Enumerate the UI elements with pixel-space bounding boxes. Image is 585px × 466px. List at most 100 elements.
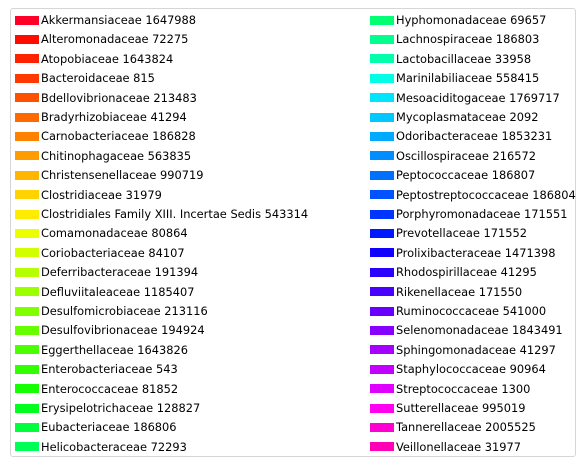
legend-entry: Rikenellaceae 171550 [370,283,522,301]
legend-label: Enterobacteriaceae 543 [41,362,178,377]
legend-entry: Enterobacteriaceae 543 [15,360,178,378]
legend-label: Staphylococcaceae 90964 [396,362,546,377]
legend-entry: Oscillospiraceae 216572 [370,147,536,165]
legend-swatch [15,345,39,355]
legend-label: Mesoaciditogaceae 1769717 [396,90,560,105]
legend-entry: Akkermansiaceae 1647988 [15,11,196,29]
legend-entry: Deferribacteraceae 191394 [15,263,198,281]
legend-entry: Coriobacteriaceae 84107 [15,244,185,262]
legend-entry: Lactobacillaceae 33958 [370,50,531,68]
legend-label: Akkermansiaceae 1647988 [41,13,197,27]
legend-entry: Streptococcaceae 1300 [370,380,530,398]
legend-swatch [370,306,394,316]
legend-swatch [370,442,394,452]
legend-label: Porphyromonadaceae 171551 [396,207,568,221]
legend-swatch [370,248,394,258]
legend-label: Rhodospirillaceae 41295 [396,265,537,280]
legend-label: Comamonadaceae 80864 [41,226,188,241]
legend-swatch [15,170,39,180]
legend-entry: Erysipelotrichaceae 128827 [15,399,200,417]
legend-swatch [370,73,394,83]
legend-label: Lachnospiraceae 186803 [396,32,540,47]
legend-entry: Defluviitaleaceae 1185407 [15,283,194,301]
legend-entry: Ruminococcaceae 541000 [370,302,546,320]
legend-entry: Atopobiaceae 1643824 [15,50,173,68]
legend-swatch [15,287,39,297]
legend-entry: Veillonellaceae 31977 [370,438,521,456]
legend-entry: Hyphomonadaceae 69657 [370,11,546,29]
legend-swatch [15,267,39,277]
legend-label: Hyphomonadaceae 69657 [396,13,547,27]
legend-swatch [15,54,39,64]
legend-label: Prolixibacteraceae 1471398 [396,245,556,260]
legend-entry: Mycoplasmataceae 2092 [370,108,539,126]
legend-swatch [370,209,394,219]
legend-entry: Odoribacteraceae 1853231 [370,127,552,145]
legend-label: Helicobacteraceae 72293 [41,439,187,454]
legend-label: Bradyrhizobiaceae 41294 [41,110,187,124]
legend-label: Eggerthellaceae 1643826 [41,342,188,357]
legend-label: Rikenellaceae 171550 [396,284,523,299]
legend-label: Oscillospiraceae 216572 [396,148,536,163]
legend-swatch [15,364,39,374]
legend-entry: Marinilabiliaceae 558415 [370,69,539,87]
legend-label: Ruminococcaceae 541000 [396,304,547,318]
legend-swatch [370,151,394,161]
legend-entry: Alteromonadaceae 72275 [15,30,188,48]
legend-swatch [15,190,39,200]
legend-label: Sutterellaceae 995019 [396,401,526,415]
legend-swatch [15,403,39,413]
legend-entry: Helicobacteraceae 72293 [15,438,187,456]
legend-entry: Prevotellaceae 171552 [370,224,527,242]
legend-label: Deferribacteraceae 191394 [41,265,199,280]
legend-entry: Clostridiaceae 31979 [15,186,162,204]
legend-label: Alteromonadaceae 72275 [41,32,189,47]
legend-swatch [15,151,39,161]
legend-swatch [15,112,39,122]
legend-swatch [370,15,394,25]
legend-swatch [370,54,394,64]
legend-entry: Lachnospiraceae 186803 [370,30,539,48]
legend-label: Eubacteriaceae 186806 [41,420,177,435]
legend-label: Atopobiaceae 1643824 [41,51,174,66]
legend-label: Mycoplasmataceae 2092 [396,110,539,124]
legend-swatch [370,287,394,297]
legend-swatch [15,15,39,25]
legend-label: Prevotellaceae 171552 [396,226,527,241]
legend-entry: Peptostreptococcaceae 186804 [370,186,576,204]
legend-entry: Sutterellaceae 995019 [370,399,526,417]
legend-swatch [370,325,394,335]
legend-entry: Desulfomicrobiaceae 213116 [15,302,208,320]
legend-swatch [15,209,39,219]
legend: Akkermansiaceae 1647988 Alteromonadaceae … [10,8,576,457]
legend-label: Peptococcaceae 186807 [396,168,536,183]
legend-label: Desulfomicrobiaceae 213116 [41,304,208,318]
legend-swatch [15,34,39,44]
legend-swatch [15,422,39,432]
legend-entry: Mesoaciditogaceae 1769717 [370,89,560,107]
legend-swatch [15,248,39,258]
legend-label: Desulfovibrionaceae 194924 [41,323,205,338]
legend-swatch [15,228,39,238]
legend-label: Defluviitaleaceae 1185407 [41,284,195,299]
legend-swatch [15,306,39,316]
legend-swatch [370,34,394,44]
legend-swatch [370,190,394,200]
legend-label: Bacteroidaceae 815 [41,71,155,86]
legend-entry: Peptococcaceae 186807 [370,166,535,184]
legend-entry: Rhodospirillaceae 41295 [370,263,537,281]
legend-label: Bdellovibrionaceae 213483 [41,90,197,105]
legend-label: Carnobacteriaceae 186828 [41,129,196,144]
legend-label: Odoribacteraceae 1853231 [396,129,553,144]
legend-label: Veillonellaceae 31977 [396,439,522,454]
legend-label: Tannerellaceae 2005525 [396,420,536,435]
legend-swatch [370,228,394,238]
legend-swatch [15,73,39,83]
legend-label: Enterococcaceae 81852 [41,381,179,396]
legend-entry: Selenomonadaceae 1843491 [370,321,563,339]
legend-swatch [370,93,394,103]
legend-entry: Chitinophagaceae 563835 [15,147,191,165]
legend-entry: Staphylococcaceae 90964 [370,360,546,378]
legend-entry: Bradyrhizobiaceae 41294 [15,108,187,126]
legend-swatch [370,131,394,141]
